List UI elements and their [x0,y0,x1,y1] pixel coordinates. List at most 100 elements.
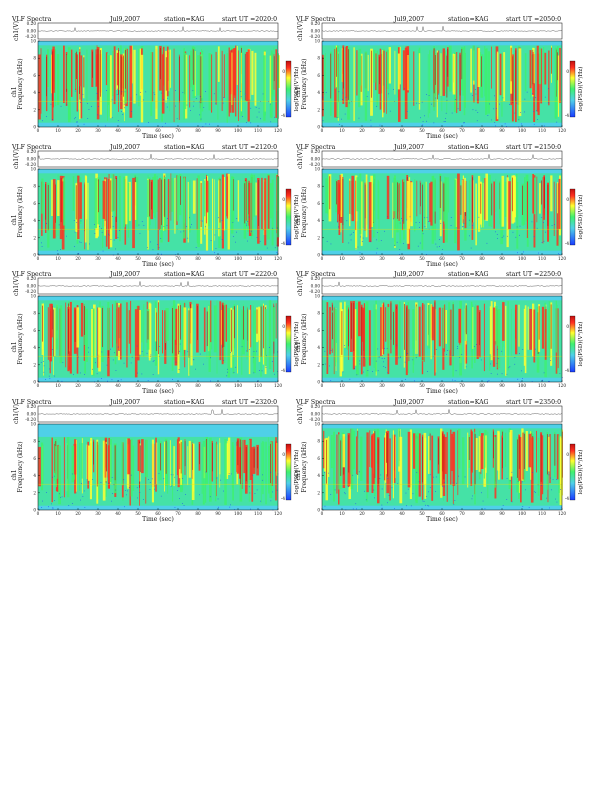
x-tick-label: 50 [419,383,425,388]
noise-speckle [388,93,389,95]
noise-speckle [363,371,364,373]
y-tick-label: 0 [317,253,320,258]
burst-mark [555,300,557,353]
y-axis-label: Frequency (kHz) [17,186,24,237]
noise-speckle [410,505,412,507]
burst-mark [197,175,200,248]
noise-speckle [355,503,357,505]
burst-mark [254,52,257,106]
noise-speckle [182,478,183,479]
noise-speckle [519,225,521,227]
burst-mark [129,439,131,506]
burst-mark [56,445,59,492]
noise-speckle [362,237,364,239]
burst-mark [213,305,217,353]
burst-mark [428,436,430,474]
y-tick-label: 10 [315,39,321,44]
noise-speckle [193,101,195,103]
noise-speckle [545,231,546,233]
burst-core-mark [361,306,363,356]
noise-speckle [92,479,93,480]
noise-speckle [326,241,328,242]
burst-mark [128,310,130,344]
burst-mark [406,55,409,91]
noise-speckle [163,226,165,227]
burst-mark [397,53,400,90]
noise-speckle [453,504,455,505]
panel-station: station=KAG [448,16,489,23]
burst-mark [449,309,452,366]
noise-speckle [137,497,138,499]
x-tick-label: 60 [155,383,161,388]
noise-speckle [193,359,195,361]
burst-mark [231,176,234,234]
burst-mark [533,47,535,84]
noise-speckle [62,362,64,363]
noise-speckle [353,232,354,233]
x-tick-label: 10 [339,128,345,133]
y-tick-label: 4 [33,345,36,350]
waveform-box [321,405,563,423]
burst-mark [532,303,535,357]
burst-core-mark [47,184,49,231]
burst-core-mark [518,436,520,469]
noise-speckle [187,351,189,353]
noise-speckle [442,485,443,487]
burst-mark [498,432,500,480]
burst-mark [446,432,448,502]
burst-mark [475,183,477,246]
noise-speckle [111,500,112,502]
noise-speckle [236,231,237,233]
burst-mark [267,175,270,229]
noise-speckle [214,252,215,254]
noise-speckle [223,97,225,98]
colorbar-tick-label: 0 [282,69,285,74]
noise-speckle [52,349,53,350]
burst-mark [544,52,547,85]
noise-speckle [560,489,561,490]
noise-speckle [249,349,250,350]
noise-speckle [376,106,377,107]
burst-mark [324,438,327,472]
waveform-tick-label: 0.20 [27,21,37,26]
noise-speckle [61,496,63,498]
burst-mark [407,302,409,373]
burst-mark [56,304,59,350]
burst-mark [509,430,513,477]
noise-speckle [522,506,524,507]
noise-speckle [450,217,452,218]
noise-speckle [214,234,216,236]
y-tick-label: 8 [317,439,320,444]
noise-speckle [497,238,498,239]
noise-speckle [541,242,543,243]
noise-speckle [262,474,263,476]
x-tick-label: 120 [558,511,566,516]
noise-speckle [165,122,166,124]
noise-speckle [49,368,50,370]
colorbar-label: log(PSD)(V²/Hz) [577,322,584,367]
burst-mark [139,48,142,96]
burst-core-mark [348,49,349,100]
burst-mark [174,177,176,234]
burst-mark [532,174,534,214]
burst-mark [221,174,224,249]
burst-mark [558,435,560,493]
noise-speckle [258,107,260,109]
noise-speckle [82,496,84,497]
noise-speckle [217,498,219,500]
noise-speckle [435,491,436,492]
noise-speckle [276,244,278,246]
noise-speckle [324,363,326,365]
x-tick-label: 80 [195,128,201,133]
noise-speckle [548,381,549,382]
burst-mark [40,442,44,491]
burst-mark [119,175,121,242]
noise-speckle [247,221,248,222]
noise-speckle [424,115,425,117]
burst-mark [205,440,207,503]
y-tick-label: 10 [31,422,37,427]
burst-mark [43,182,44,221]
burst-mark [525,431,528,471]
noise-speckle [421,101,423,103]
noise-speckle [74,90,76,92]
